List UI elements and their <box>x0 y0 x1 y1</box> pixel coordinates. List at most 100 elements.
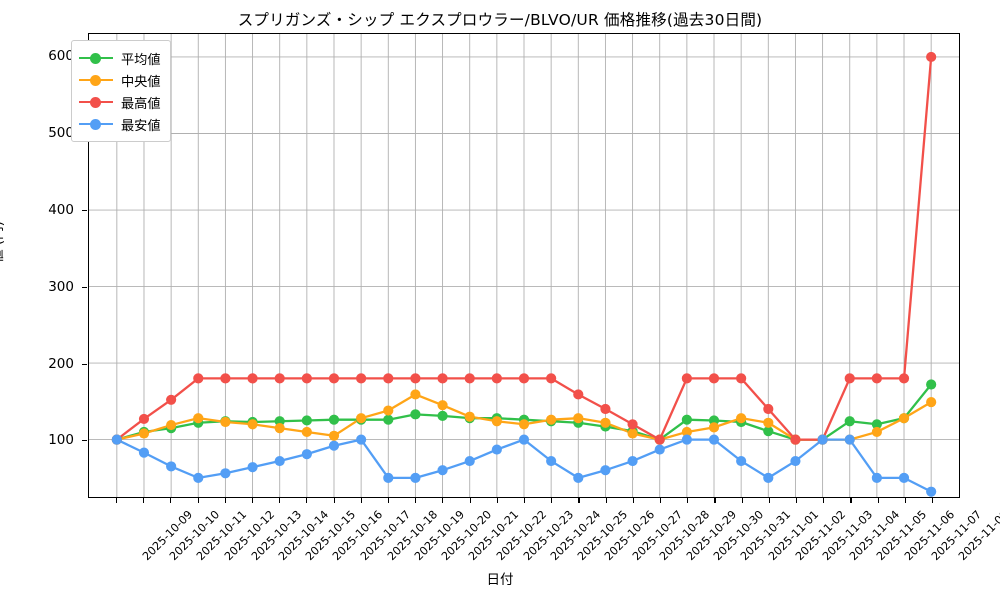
data-point <box>437 373 448 384</box>
x-axis-label: 日付 <box>486 572 514 588</box>
data-point <box>274 455 285 467</box>
x-tick-mark <box>115 498 117 503</box>
data-point <box>518 373 530 384</box>
legend-marker-icon <box>79 117 113 131</box>
data-point <box>301 415 312 426</box>
x-tick-mark <box>605 498 607 503</box>
x-axis-tick-labels: 2025-10-09 2025-10-10 2025-10-11 2025-10-12… <box>88 498 1000 568</box>
data-point <box>681 414 692 425</box>
data-point <box>681 373 692 384</box>
chart-legend: 平均値 中央値 最高値 最安値 <box>71 40 171 142</box>
x-tick-mark <box>279 498 281 503</box>
data-point <box>600 465 611 476</box>
data-point <box>166 461 177 472</box>
x-tick-mark <box>932 498 934 503</box>
data-point <box>328 414 340 425</box>
data-point <box>220 416 231 428</box>
data-point <box>654 444 665 455</box>
data-point <box>383 472 394 483</box>
data-point <box>464 373 475 384</box>
plot-area <box>88 33 960 498</box>
data-point <box>247 373 258 384</box>
data-point <box>736 413 747 424</box>
legend-item-0[interactable]: 平均値 <box>79 47 161 69</box>
data-point <box>926 486 937 497</box>
legend-item-3[interactable]: 最安値 <box>79 113 161 135</box>
data-point <box>518 419 530 430</box>
data-point <box>111 434 122 445</box>
y-axis-label: 値 (円) <box>0 221 6 263</box>
data-point <box>763 426 774 437</box>
chart-title: スプリガンズ・シップ エクスプロウラー/BLVO/UR 価格推移(過去30日間) <box>237 11 763 29</box>
data-point <box>491 373 502 384</box>
data-point <box>464 411 475 422</box>
legend-item-1[interactable]: 中央値 <box>79 69 161 91</box>
data-point <box>790 434 801 445</box>
y-tick-label: 100 <box>48 432 74 449</box>
data-point <box>898 472 910 483</box>
data-point <box>491 416 502 427</box>
data-point <box>546 414 557 425</box>
x-tick-mark <box>306 498 308 503</box>
x-tick-mark <box>360 498 362 503</box>
data-point <box>356 373 367 384</box>
data-point <box>763 472 774 483</box>
legend-item-2[interactable]: 最高値 <box>79 91 161 113</box>
data-point <box>193 413 204 424</box>
data-point <box>328 373 340 384</box>
x-tick-mark <box>741 498 743 503</box>
data-point <box>844 373 855 384</box>
legend-marker-icon <box>79 73 113 87</box>
data-point <box>681 426 692 438</box>
x-tick-mark <box>850 498 852 503</box>
x-tick-mark <box>143 498 145 503</box>
data-point <box>193 373 204 384</box>
data-point <box>600 403 611 415</box>
x-tick-mark <box>524 498 526 503</box>
data-point <box>437 465 448 476</box>
x-tick-mark <box>224 498 226 503</box>
data-point <box>871 419 882 430</box>
data-point <box>790 455 801 467</box>
x-tick-mark <box>551 498 553 503</box>
data-point <box>871 426 882 438</box>
y-tick-mark <box>82 286 87 288</box>
data-point <box>274 373 285 384</box>
x-tick-mark <box>660 498 662 503</box>
x-tick-mark <box>387 498 390 503</box>
data-point <box>926 379 937 390</box>
data-point <box>573 413 584 424</box>
x-tick-mark <box>333 498 335 503</box>
x-tick-mark <box>768 498 770 503</box>
data-point <box>220 373 231 384</box>
x-tick-mark <box>469 498 471 503</box>
data-point <box>247 419 258 430</box>
y-axis-tick-labels: 100 200 300 400 500 600 <box>0 33 87 498</box>
data-point <box>410 373 421 384</box>
data-point <box>328 430 340 441</box>
legend-label: 最高値 <box>121 96 161 112</box>
data-point <box>328 440 340 451</box>
data-point <box>573 389 584 400</box>
data-point <box>600 417 611 428</box>
data-series-layer <box>111 51 937 497</box>
data-point <box>871 472 882 483</box>
legend-label: 平均値 <box>121 52 161 68</box>
data-point <box>546 373 557 384</box>
data-point <box>166 394 177 405</box>
x-tick-mark <box>877 498 879 503</box>
x-tick-mark <box>632 498 634 503</box>
x-tick-mark <box>170 498 172 503</box>
data-point <box>247 462 258 473</box>
x-tick-mark <box>442 498 444 503</box>
y-tick-mark <box>82 440 87 442</box>
data-point <box>301 373 312 384</box>
data-point <box>518 434 530 445</box>
data-point <box>763 417 774 428</box>
data-point <box>356 434 367 445</box>
data-point <box>871 373 882 384</box>
data-point <box>464 455 475 467</box>
data-point <box>708 434 720 445</box>
data-point <box>736 455 747 467</box>
